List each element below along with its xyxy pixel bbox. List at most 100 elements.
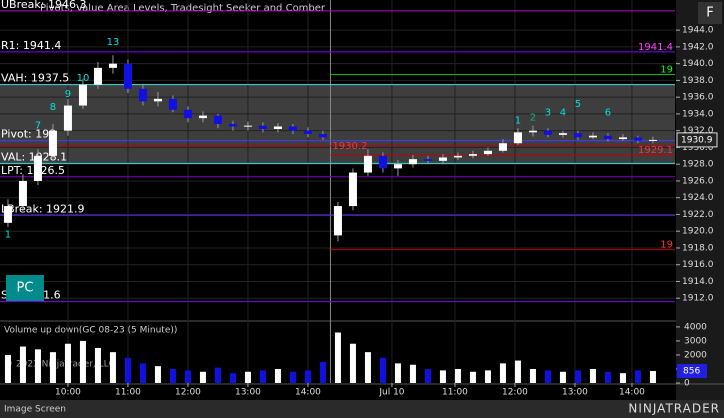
candle-body (648, 139, 657, 141)
volume-title: Volume up down(GC 08-23 (5 Minute)) (4, 326, 177, 336)
candle-body (3, 206, 12, 223)
candle-body (468, 154, 477, 156)
candle-body (603, 135, 612, 140)
y-tick-label: 1944.0 (682, 26, 714, 36)
volume-bar (184, 370, 191, 383)
volume-last-label: 856 (683, 366, 700, 376)
annotation: 10 (77, 73, 90, 84)
annotation: 4 (560, 107, 566, 118)
annotation: 1 (515, 116, 521, 127)
annotation: 3 (545, 107, 551, 118)
candle-body (303, 130, 312, 135)
y-tick-label: 1930.0 (682, 143, 714, 153)
x-tick-label: 14:00 (295, 388, 321, 398)
volume-bar (244, 371, 251, 383)
level-right-label: 19 (660, 240, 673, 251)
vol-tick-label: 4000 (684, 322, 707, 332)
level-right-label: 1941.4 (638, 42, 673, 53)
vol-tick-label: 0 (684, 379, 690, 389)
volume-bar (94, 347, 101, 383)
candle-body (93, 67, 102, 85)
candle-body (63, 105, 72, 131)
button-label[interactable]: F (706, 6, 713, 21)
badge (6, 275, 44, 301)
volume-bar (274, 368, 281, 383)
y-tick-label: 1932.0 (682, 126, 714, 136)
vol-tick-label: 3000 (684, 336, 707, 346)
volume-bar (649, 370, 656, 383)
x-tick-label: 11:00 (115, 388, 141, 398)
annotation: 2 (530, 112, 536, 123)
button[interactable] (698, 2, 722, 24)
volume-bar (289, 371, 296, 383)
candle-body (453, 155, 462, 158)
level-label: LBreak: 1921.9 (1, 202, 85, 215)
candle-body (168, 98, 177, 110)
level-right-label: 1929.1 (638, 145, 673, 156)
candle-body (33, 155, 42, 181)
volume-bar (259, 370, 266, 383)
level-label: UBreak: 1946.3 (1, 0, 86, 11)
x-tick-label: 13:00 (235, 388, 261, 398)
status-bar (0, 400, 724, 418)
volume-bar (349, 343, 356, 383)
annotation: 7 (35, 121, 41, 132)
volume-bar (499, 363, 506, 383)
x-tick-label: 11:00 (442, 388, 468, 398)
level-right-label: 19 (660, 65, 673, 76)
volume-bar (229, 373, 236, 383)
volume-bar (394, 363, 401, 383)
x-tick-label: Jul 10 (378, 388, 404, 398)
volume-bar (304, 370, 311, 383)
volume-bar (34, 349, 41, 383)
candle-body (18, 180, 27, 207)
candle-body (363, 155, 372, 173)
badge-label: PC (17, 281, 34, 296)
y-tick-label: 1912.0 (682, 294, 714, 304)
volume-bar (4, 354, 11, 383)
y-tick-label: 1918.0 (682, 243, 714, 253)
candle-body (393, 164, 402, 169)
logo: NINJATRADER (628, 402, 720, 416)
volume-bar (559, 371, 566, 383)
level-mid-label: 1930.2 (332, 141, 367, 152)
candle-body (108, 63, 117, 68)
annotation: 6 (605, 107, 611, 118)
price-axis (676, 0, 724, 400)
candle-body (123, 63, 132, 89)
candle-body (153, 98, 162, 102)
chart-title: Pivots, Value Area Levels, Tradesight Se… (40, 3, 326, 14)
level-label: VAH: 1937.5 (1, 72, 69, 85)
volume-bar (544, 370, 551, 383)
candle-body (498, 143, 507, 151)
last-price-label: 1930.9 (681, 135, 713, 145)
annotation: 9 (65, 89, 71, 100)
volume-bar (439, 370, 446, 383)
candle-body (528, 130, 537, 133)
candle-body (78, 84, 87, 106)
annotation: 13 (107, 37, 120, 48)
volume-bar (469, 371, 476, 383)
candle-body (243, 125, 252, 127)
candle-body (48, 130, 57, 156)
y-tick-label: 1942.0 (682, 42, 714, 52)
value-area (0, 84, 675, 164)
candle-body (138, 88, 147, 102)
candle-body (543, 130, 552, 135)
y-tick-label: 1928.0 (682, 160, 714, 170)
candle-body (333, 206, 342, 236)
candle-body (318, 134, 327, 138)
candle-body (198, 115, 207, 119)
y-tick-label: 1938.0 (682, 76, 714, 86)
volume-bar (364, 352, 371, 383)
volume-bar (19, 346, 26, 383)
volume-last-box (677, 363, 707, 378)
y-tick-label: 1936.0 (682, 93, 714, 103)
volume-bar (529, 368, 536, 383)
volume-bar (124, 357, 131, 383)
y-tick-label: 1926.0 (682, 176, 714, 186)
volume-bar (154, 366, 161, 383)
candle-body (408, 159, 417, 165)
